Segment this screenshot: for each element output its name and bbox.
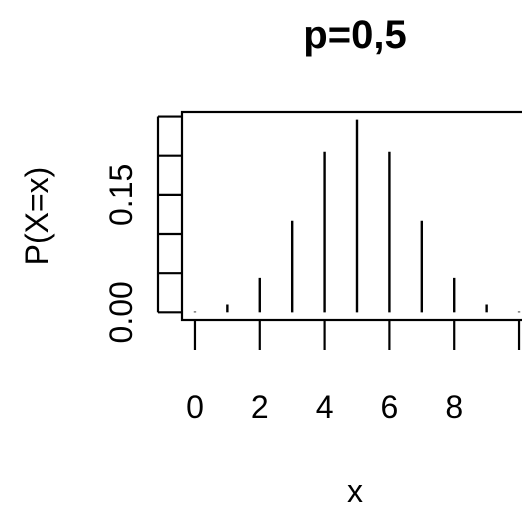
x-tick-label-0: 0 <box>186 389 204 425</box>
y-tick-label-0.00: 0.00 <box>103 281 139 343</box>
chart-title: p=0,5 <box>303 13 406 57</box>
x-tick-label-8: 8 <box>445 389 463 425</box>
x-axis-label: x <box>347 473 363 506</box>
y-tick-label-0.15: 0.15 <box>103 164 139 226</box>
y-axis-label: P(X=x) <box>19 167 55 266</box>
x-tick-label-2: 2 <box>251 389 269 425</box>
y-axis: 0.00 0.15 <box>103 115 182 343</box>
x-tick-label-6: 6 <box>381 389 399 425</box>
bars <box>193 119 521 313</box>
x-axis: 0 2 4 6 8 <box>186 320 521 425</box>
x-tick-label-4: 4 <box>316 389 334 425</box>
plot-box <box>180 110 522 322</box>
